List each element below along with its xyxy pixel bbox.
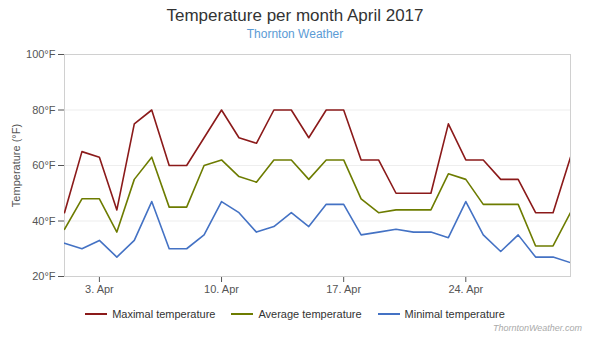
svg-text:Temperature (°F): Temperature (°F) [10, 124, 22, 207]
html-text:Temperature per month April 20: Temperature per month April 2017 [166, 6, 424, 25]
svg-text:80°F: 80°F [32, 104, 56, 116]
svg-text:3. Apr: 3. Apr [85, 283, 114, 295]
html-text:Average temperature: Average temperature [258, 308, 362, 320]
svg-text:40°F: 40°F [32, 215, 56, 227]
html-text:Minimal temperature: Minimal temperature [404, 308, 505, 320]
svg-text:10. Apr: 10. Apr [204, 283, 239, 295]
svg-text:17. Apr: 17. Apr [326, 283, 361, 295]
html-text:ThorntonWeather.com: ThorntonWeather.com [493, 323, 582, 333]
html-text:Maximal temperature: Maximal temperature [112, 308, 216, 320]
svg-text:24. Apr: 24. Apr [448, 283, 483, 295]
svg-text:20°F: 20°F [32, 270, 56, 282]
svg-text:100°F: 100°F [26, 48, 56, 60]
html-text:Thornton Weather: Thornton Weather [246, 27, 344, 41]
svg-text:60°F: 60°F [32, 159, 56, 171]
